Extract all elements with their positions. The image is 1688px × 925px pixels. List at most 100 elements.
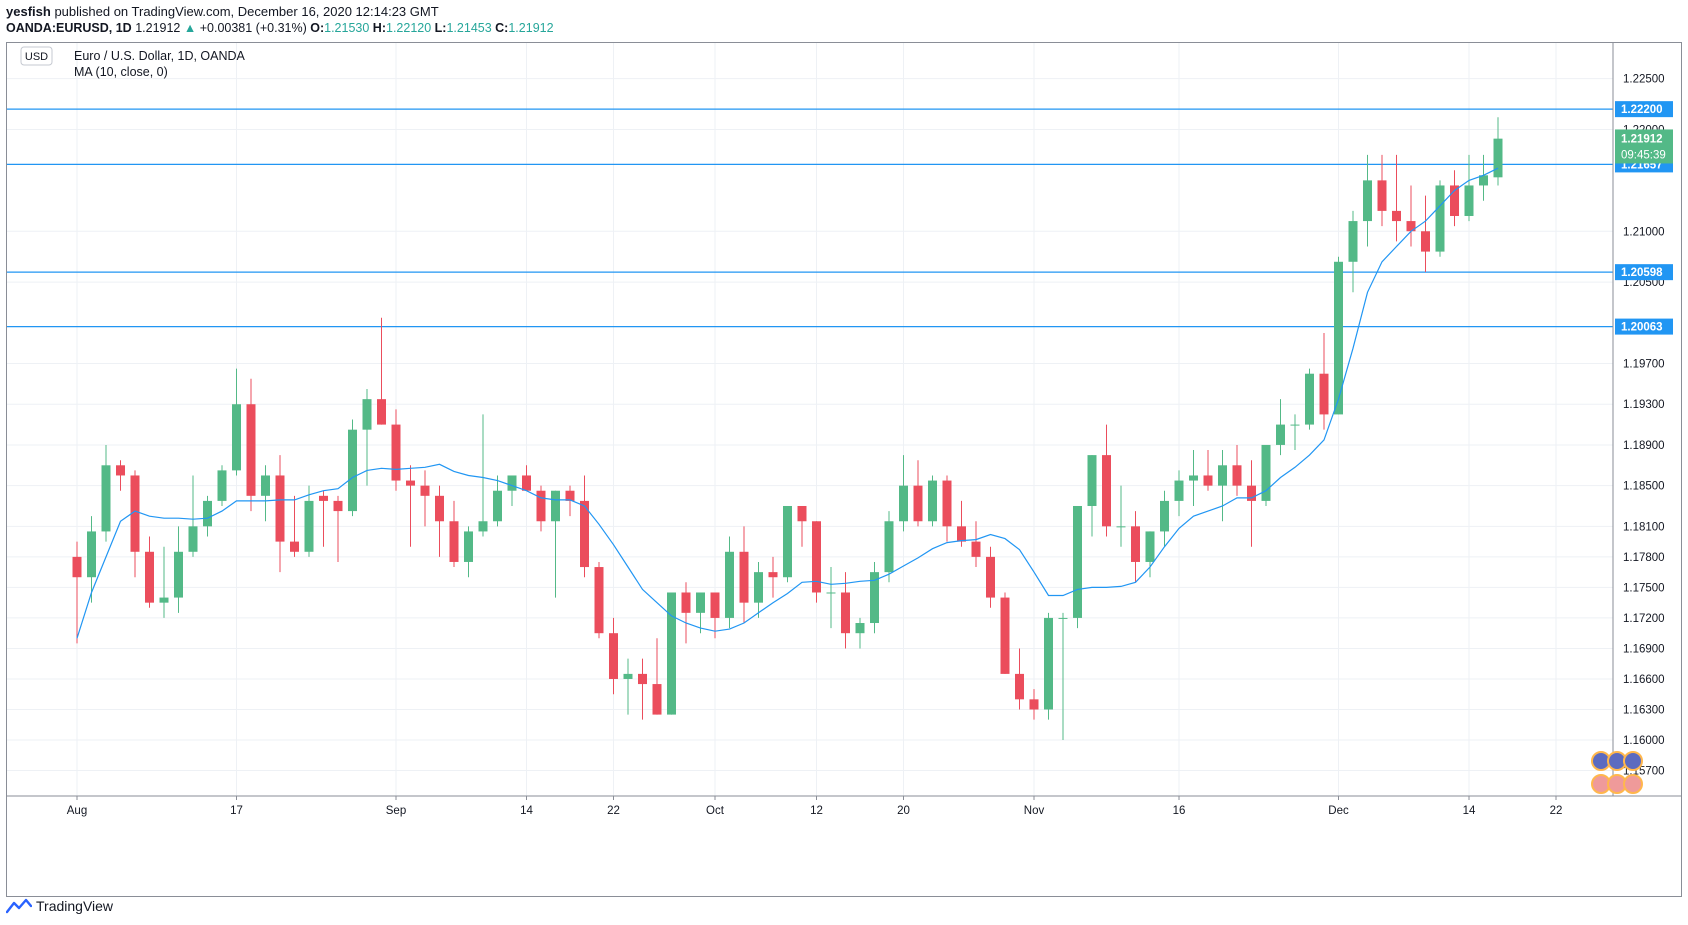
time-axis[interactable]: Aug 17 Sep 14 22 Oct 12 20 Nov 16 Dec 14 22 xyxy=(7,795,1681,817)
x-tick-label: Sep xyxy=(386,805,406,817)
x-tick-label: Aug xyxy=(67,805,87,817)
low-value: 1.21453 xyxy=(446,21,492,35)
candle-down xyxy=(710,592,720,618)
y-tick-label: 1.18500 xyxy=(1623,481,1665,493)
chart-frame[interactable]: 1.225001.220001.210001.205001.197001.193… xyxy=(6,42,1682,897)
candle-up xyxy=(232,404,241,471)
candle-down xyxy=(536,490,546,522)
y-tick-label: 1.17800 xyxy=(1623,552,1665,564)
candle-down xyxy=(145,551,154,603)
candle-up xyxy=(725,551,734,618)
candle-up xyxy=(1044,617,1053,710)
currency-badge[interactable]: USD xyxy=(20,46,53,66)
candle-down xyxy=(449,521,459,562)
candle-up xyxy=(928,480,937,522)
quote-line: OANDA:EURUSD, 1D 1.21912 ▲ +0.00381 (+0.… xyxy=(6,21,554,35)
y-tick-label: 1.16300 xyxy=(1623,705,1665,717)
change-value: +0.00381 (+0.31%) xyxy=(199,21,307,35)
ma-line xyxy=(76,167,1499,639)
axis-tags: 1.222001.216571.205981.200631.2191209:45… xyxy=(1615,101,1673,335)
x-tick-label: 14 xyxy=(520,805,533,817)
level-tag-label: 1.20063 xyxy=(1621,322,1663,334)
candle-down xyxy=(594,567,604,634)
y-tick-label: 1.16900 xyxy=(1623,643,1665,655)
publisher-line: yesfish published on TradingView.com, De… xyxy=(6,4,439,19)
price-axis[interactable]: 1.225001.220001.210001.205001.197001.193… xyxy=(1612,43,1665,796)
candle-down xyxy=(522,475,531,491)
candle-up xyxy=(899,485,908,522)
candle-down xyxy=(1000,597,1010,674)
candle-down xyxy=(1102,455,1111,527)
candle-down xyxy=(1131,526,1140,562)
last-price: 1.21912 xyxy=(135,21,181,35)
candle-down xyxy=(841,592,850,634)
level-tag xyxy=(1615,101,1673,118)
candle-down xyxy=(1029,699,1039,710)
candle-down xyxy=(913,485,923,522)
published-text: published on TradingView.com, December 1… xyxy=(54,4,439,19)
candle-up xyxy=(1174,480,1184,501)
candle-up xyxy=(1464,185,1474,216)
countdown-label: 09:45:39 xyxy=(1621,149,1666,161)
indicator-legend[interactable]: MA (10, close, 0) xyxy=(74,65,168,79)
candle-up xyxy=(1305,373,1314,425)
level-tag-label: 1.20598 xyxy=(1621,267,1663,279)
x-tick-label: 14 xyxy=(1463,805,1476,817)
candle-down xyxy=(319,495,328,501)
candle-down xyxy=(986,556,995,598)
candle-up xyxy=(1058,617,1068,619)
candle-up xyxy=(667,592,676,715)
candle-up xyxy=(159,597,169,603)
candle-down xyxy=(812,521,821,593)
candle-down xyxy=(275,475,285,542)
candle-down xyxy=(652,684,662,715)
y-tick-label: 1.16600 xyxy=(1623,674,1665,686)
author-name[interactable]: yesfish xyxy=(6,4,51,19)
candle-up xyxy=(174,551,183,598)
candle-up xyxy=(1073,505,1082,618)
candle-up xyxy=(1348,221,1358,262)
grid-lines xyxy=(7,43,1613,796)
events-badges-icon[interactable] xyxy=(1591,751,1643,794)
candle-up xyxy=(507,475,517,491)
level-tag xyxy=(1615,264,1673,281)
candle-down xyxy=(377,399,386,425)
candle-down xyxy=(1232,465,1242,486)
candle-up xyxy=(1145,531,1155,562)
candle-down xyxy=(609,633,618,679)
candle-down xyxy=(565,490,575,501)
y-tick-label: 1.19700 xyxy=(1623,359,1665,371)
candle-down xyxy=(1421,231,1430,252)
candle-up xyxy=(884,521,894,573)
candle-up xyxy=(87,531,96,578)
candle-up xyxy=(855,623,865,634)
y-tick-label: 1.18100 xyxy=(1623,521,1665,533)
candle-up xyxy=(551,490,560,522)
x-tick-label: 16 xyxy=(1173,805,1186,817)
price-chart[interactable]: 1.225001.220001.210001.205001.197001.193… xyxy=(7,43,1681,896)
candle-down xyxy=(797,505,807,522)
candle-up xyxy=(1116,526,1126,528)
chart-legend-title: Euro / U.S. Dollar, 1D, OANDA xyxy=(74,49,246,63)
candle-up xyxy=(1334,261,1343,415)
current-price-tag xyxy=(1615,129,1673,164)
candle-up xyxy=(1435,185,1445,252)
candles-layer xyxy=(72,117,1503,741)
open-label: O: xyxy=(310,21,325,35)
current-price-label: 1.21912 xyxy=(1621,133,1663,145)
candle-down xyxy=(72,556,82,578)
y-tick-label: 1.18900 xyxy=(1623,440,1665,452)
close-value: 1.21912 xyxy=(508,21,554,35)
tradingview-logo-icon[interactable] xyxy=(6,898,32,914)
candle-down xyxy=(333,500,343,512)
y-tick-label: 1.17500 xyxy=(1623,582,1665,594)
horizontal-levels[interactable] xyxy=(7,108,1613,328)
candle-down xyxy=(1406,221,1416,232)
candle-down xyxy=(406,480,415,486)
candle-up xyxy=(1493,138,1503,178)
candle-down xyxy=(290,541,299,552)
brand-name[interactable]: TradingView xyxy=(36,898,114,914)
candle-down xyxy=(1392,210,1401,222)
candle-down xyxy=(971,541,981,557)
candle-up xyxy=(188,526,198,552)
